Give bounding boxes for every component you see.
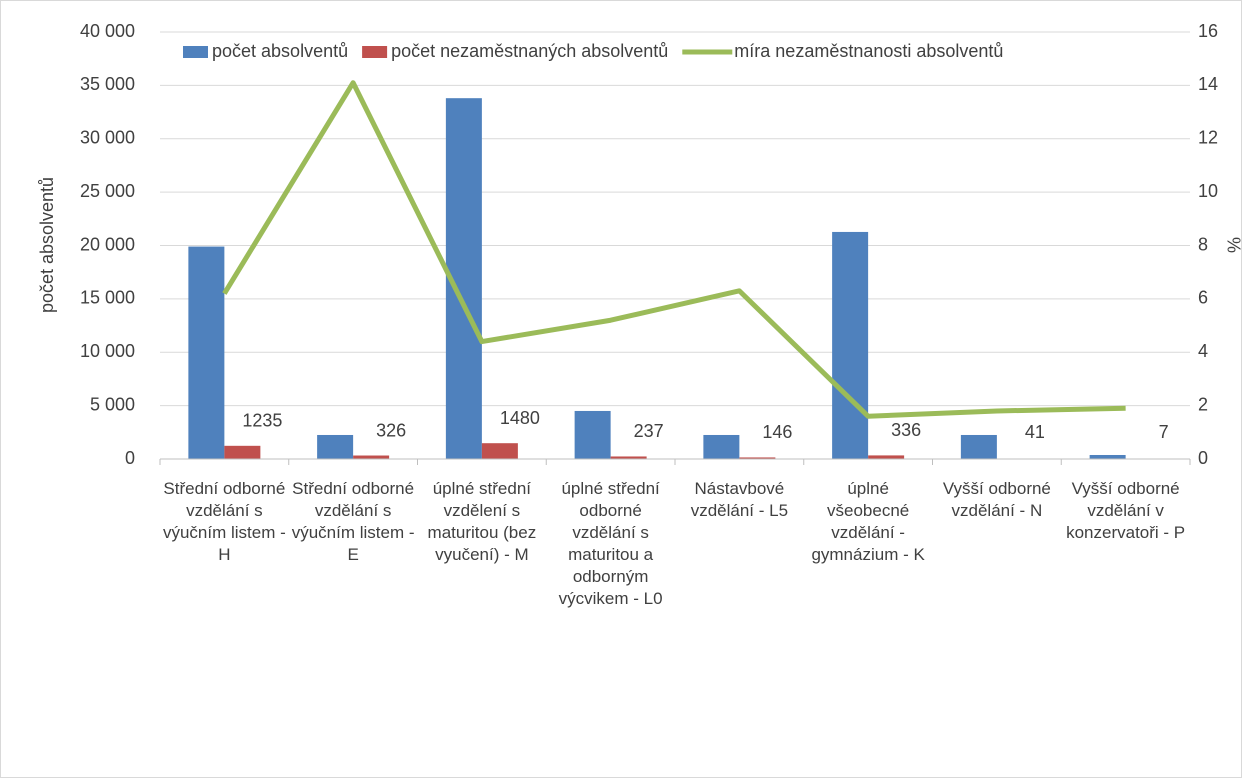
y2-tick-label: 6 bbox=[1198, 288, 1208, 308]
y-axis-label: počet absolventů bbox=[37, 177, 57, 313]
x-tick-label: úplné střední vzdělení s maturitou (bez … bbox=[427, 479, 537, 564]
bar bbox=[188, 246, 225, 459]
data-label: 41 bbox=[1025, 422, 1045, 442]
y2-tick-label: 14 bbox=[1198, 74, 1218, 94]
legend-label: počet absolventů bbox=[212, 41, 348, 61]
data-label: 7 bbox=[1159, 422, 1169, 442]
data-label: 336 bbox=[891, 420, 921, 440]
y2-tick-label: 8 bbox=[1198, 234, 1208, 254]
legend-label: míra nezaměstnanosti absolventů bbox=[734, 41, 1003, 61]
data-label: 237 bbox=[634, 421, 664, 441]
legend-label: počet nezaměstnaných absolventů bbox=[391, 41, 668, 61]
x-tick-label: Střední odborné vzdělání s výučním liste… bbox=[291, 479, 415, 564]
bar bbox=[353, 455, 390, 459]
x-tick-label: úplné všeobecné vzdělání - gymnázium - K bbox=[811, 479, 925, 564]
bar bbox=[610, 456, 647, 459]
bar bbox=[868, 455, 905, 459]
bar bbox=[481, 443, 518, 459]
y2-axis-label: % bbox=[1223, 237, 1242, 253]
data-label: 146 bbox=[762, 422, 792, 442]
y-tick-label: 30 000 bbox=[80, 128, 135, 148]
bar bbox=[1089, 454, 1126, 459]
y-tick-label: 40 000 bbox=[80, 21, 135, 41]
x-tick-label: Vyšší odborné vzdělání - N bbox=[942, 479, 1051, 520]
y2-tick-label: 2 bbox=[1198, 394, 1208, 414]
bar bbox=[960, 434, 997, 459]
data-label: 326 bbox=[376, 420, 406, 440]
y2-tick-label: 4 bbox=[1198, 341, 1208, 361]
bar bbox=[739, 457, 776, 459]
y-tick-label: 5 000 bbox=[90, 394, 135, 414]
bar bbox=[224, 445, 261, 459]
bar bbox=[832, 231, 869, 459]
y2-tick-label: 0 bbox=[1198, 448, 1208, 468]
y2-tick-label: 10 bbox=[1198, 181, 1218, 201]
line-series bbox=[222, 80, 1126, 419]
y-tick-label: 15 000 bbox=[80, 288, 135, 308]
y2-tick-label: 12 bbox=[1198, 128, 1218, 148]
bar bbox=[317, 434, 354, 459]
x-tick-label: Nástavbové vzdělání - L5 bbox=[690, 479, 789, 520]
x-tick-label: úplné střední odborné vzdělání s maturit… bbox=[558, 479, 663, 608]
y2-tick-label: 16 bbox=[1198, 21, 1218, 41]
y-tick-label: 0 bbox=[125, 448, 135, 468]
bar bbox=[574, 410, 611, 459]
legend-swatch bbox=[183, 46, 208, 58]
x-tick-label: Vyšší odborné vzdělání v konzervatoři - … bbox=[1066, 479, 1186, 542]
y-tick-label: 10 000 bbox=[80, 341, 135, 361]
y-tick-label: 25 000 bbox=[80, 181, 135, 201]
data-label: 1235 bbox=[242, 411, 282, 431]
y-tick-label: 35 000 bbox=[80, 74, 135, 94]
y-tick-label: 20 000 bbox=[80, 234, 135, 254]
bar bbox=[703, 434, 740, 459]
legend-swatch bbox=[362, 46, 388, 58]
data-label: 1480 bbox=[500, 408, 540, 428]
x-tick-label: Střední odborné vzdělání s výučním liste… bbox=[162, 479, 286, 564]
